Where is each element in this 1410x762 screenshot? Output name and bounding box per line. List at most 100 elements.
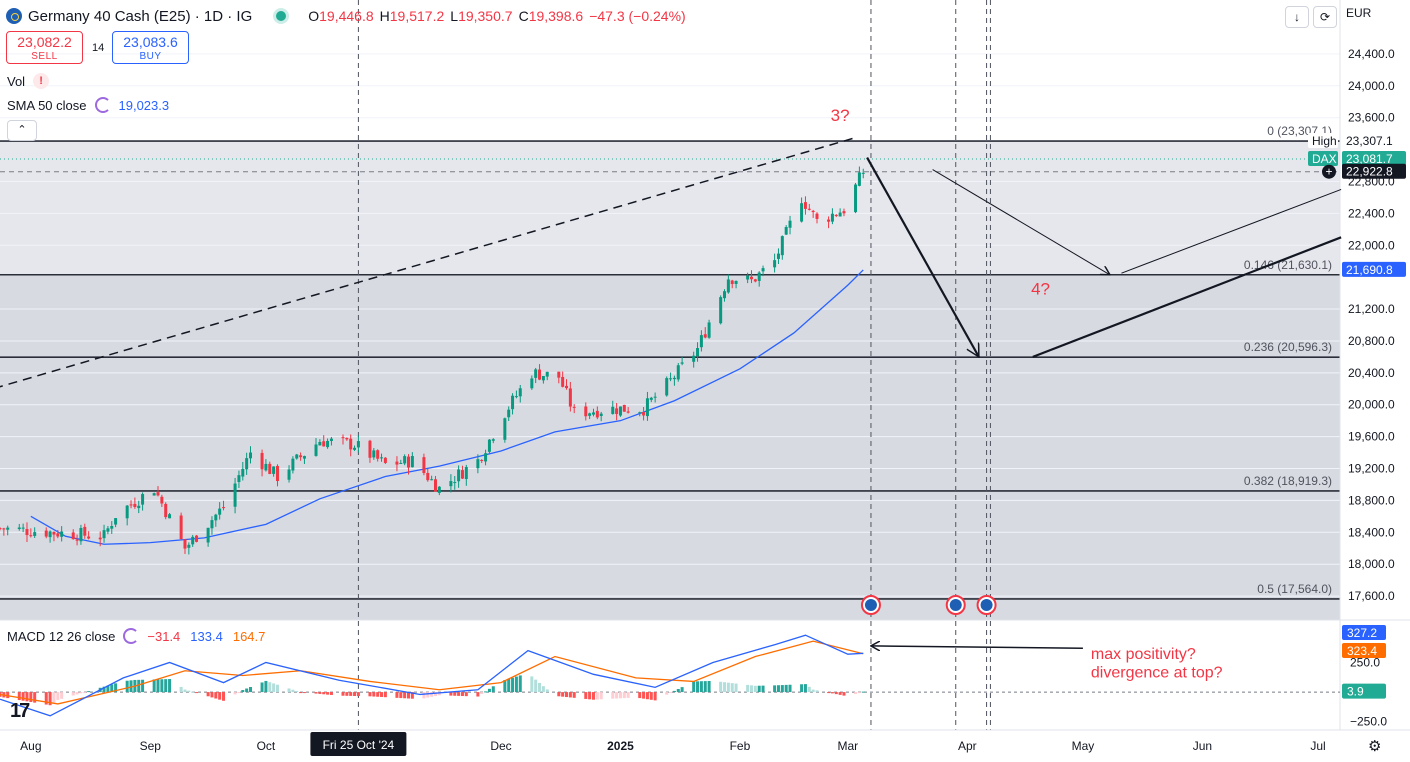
candle-body: [484, 453, 488, 462]
buy-button[interactable]: 23,083.6 BUY: [112, 31, 189, 64]
sma50-line: [30, 269, 864, 545]
sell-button[interactable]: 23,082.2 SELL: [6, 31, 83, 64]
candle-body: [98, 537, 102, 540]
macd-histogram-bar: [295, 690, 299, 693]
macd-histogram-bar: [314, 692, 318, 694]
trendline-dashed: [0, 136, 856, 388]
candle-body: [152, 493, 156, 496]
candle-body: [672, 377, 676, 380]
macd-histogram-bar: [125, 680, 129, 693]
macd-histogram-bar: [299, 692, 303, 694]
candle-body: [611, 406, 615, 414]
x-axis-tick-label: Jun: [1193, 739, 1212, 753]
candle-body: [248, 452, 252, 459]
macd-price-label-bg: [1342, 683, 1386, 699]
candle-body: [599, 413, 603, 417]
macd-histogram-bar: [599, 692, 603, 700]
macd-histogram-bar: [572, 692, 576, 698]
macd-histogram-bar: [707, 681, 711, 693]
candle-body: [380, 457, 384, 459]
macd-histogram-bar: [854, 692, 858, 695]
macd-histogram-bar: [545, 689, 549, 693]
candle-body: [545, 371, 549, 377]
candle-body: [102, 530, 106, 539]
event-icon-flag: [949, 599, 962, 611]
macd-histogram-bar: [457, 692, 461, 696]
candle-body: [746, 275, 750, 280]
recalculate-icon[interactable]: [94, 97, 111, 113]
macd-histogram-bar: [275, 684, 279, 693]
candle-body: [518, 388, 522, 397]
sma-legend[interactable]: SMA 50 close 19,023.3: [7, 97, 169, 113]
macd-histogram-bar: [426, 692, 430, 698]
candle-body: [645, 398, 649, 417]
macd-histogram-bar: [25, 692, 29, 702]
macd-histogram-bar: [595, 692, 599, 700]
macd-histogram-bar: [780, 685, 784, 693]
candle-body: [476, 459, 480, 469]
macd-histogram-bar: [518, 675, 522, 693]
x-axis-tick-label: Apr: [958, 739, 977, 753]
currency-select[interactable]: EUR: [1346, 6, 1372, 20]
macd-histogram-bar: [680, 687, 684, 693]
download-button[interactable]: ↓: [1285, 6, 1309, 28]
candle-body: [21, 527, 25, 529]
settings-gear-icon[interactable]: ⚙: [1368, 738, 1382, 755]
candle-body: [206, 527, 210, 543]
candle-body: [480, 459, 484, 461]
candle-body: [318, 441, 322, 446]
macd-annotation: max positivity?: [1091, 646, 1196, 663]
macd-histogram-bar: [449, 692, 453, 696]
candle-body: [60, 531, 64, 537]
sell-price: 23,082.2: [17, 34, 72, 50]
candle-body: [349, 438, 353, 450]
macd-histogram-bar: [476, 692, 480, 697]
y-axis-tick-label: 20,800.0: [1348, 334, 1395, 348]
ohlc-label: H: [379, 8, 390, 24]
price-axis-label-bg: [1342, 133, 1406, 149]
candle-body: [487, 439, 491, 452]
macd-histogram-bar: [480, 692, 484, 694]
macd-signal-line: [0, 640, 864, 705]
candle-body: [803, 202, 807, 209]
recalculate-icon[interactable]: [123, 628, 140, 644]
macd-annotation-arrow: [871, 646, 1083, 648]
candle-body: [214, 514, 218, 521]
refresh-icon: ⟳: [1319, 10, 1331, 24]
tradingview-logo[interactable]: 17: [10, 700, 30, 722]
macd-histogram-bar: [60, 692, 64, 699]
macd-histogram-bar: [557, 692, 561, 697]
ohlc-value: 19,446.8: [319, 8, 374, 24]
macd-histogram-bar: [129, 680, 133, 693]
candle-body: [302, 456, 306, 459]
macd-histogram-bar: [268, 682, 272, 693]
ohlc-values: O19,446.8 H19,517.2 L19,350.7 C19,398.6 −47.…: [308, 8, 691, 24]
replay-button[interactable]: ⟳: [1313, 6, 1337, 28]
warning-icon[interactable]: !: [33, 73, 50, 89]
macd-histogram-bar: [248, 687, 252, 693]
macd-histogram-bar: [372, 692, 376, 697]
candle-body: [383, 457, 387, 463]
macd-histogram-bar: [341, 692, 345, 696]
macd-legend-value: 164.7: [232, 628, 266, 644]
macd-histogram-bar: [507, 678, 511, 693]
candle-body: [615, 408, 619, 414]
fib-level-label: 0.5 (17,564.0): [1257, 582, 1332, 596]
ohlc-label: O: [308, 8, 320, 24]
candle-body: [187, 544, 191, 548]
macd-histogram-bar: [291, 689, 295, 693]
macd-histogram-bar: [753, 685, 757, 693]
candle-body: [410, 456, 414, 468]
macd-histogram-bar: [665, 692, 669, 695]
candle-body: [56, 533, 60, 537]
macd-histogram-bar: [52, 692, 56, 703]
symbol-title[interactable]: Germany 40 Cash (E25) · 1D · IG: [28, 7, 253, 25]
collapse-legend-button[interactable]: ⌃: [7, 120, 37, 141]
candle-body: [179, 515, 183, 539]
volume-legend[interactable]: Vol !: [7, 73, 50, 89]
macd-histogram-bar: [611, 692, 615, 699]
macd-legend[interactable]: MACD 12 26 close −31.4 133.4 164.7: [7, 628, 275, 644]
macd-histogram-bar: [730, 683, 734, 693]
